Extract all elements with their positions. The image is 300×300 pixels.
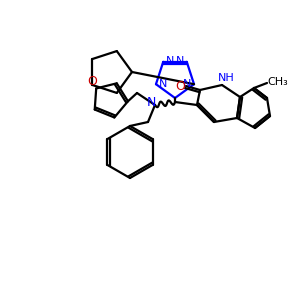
Text: N: N [183,79,191,89]
Text: N: N [166,56,174,66]
Text: CH₃: CH₃ [268,77,288,87]
Text: N: N [176,56,184,66]
Text: N: N [159,79,167,89]
Text: N: N [146,97,156,110]
Text: O: O [175,80,185,92]
Text: O: O [87,75,97,88]
Text: NH: NH [218,73,234,83]
